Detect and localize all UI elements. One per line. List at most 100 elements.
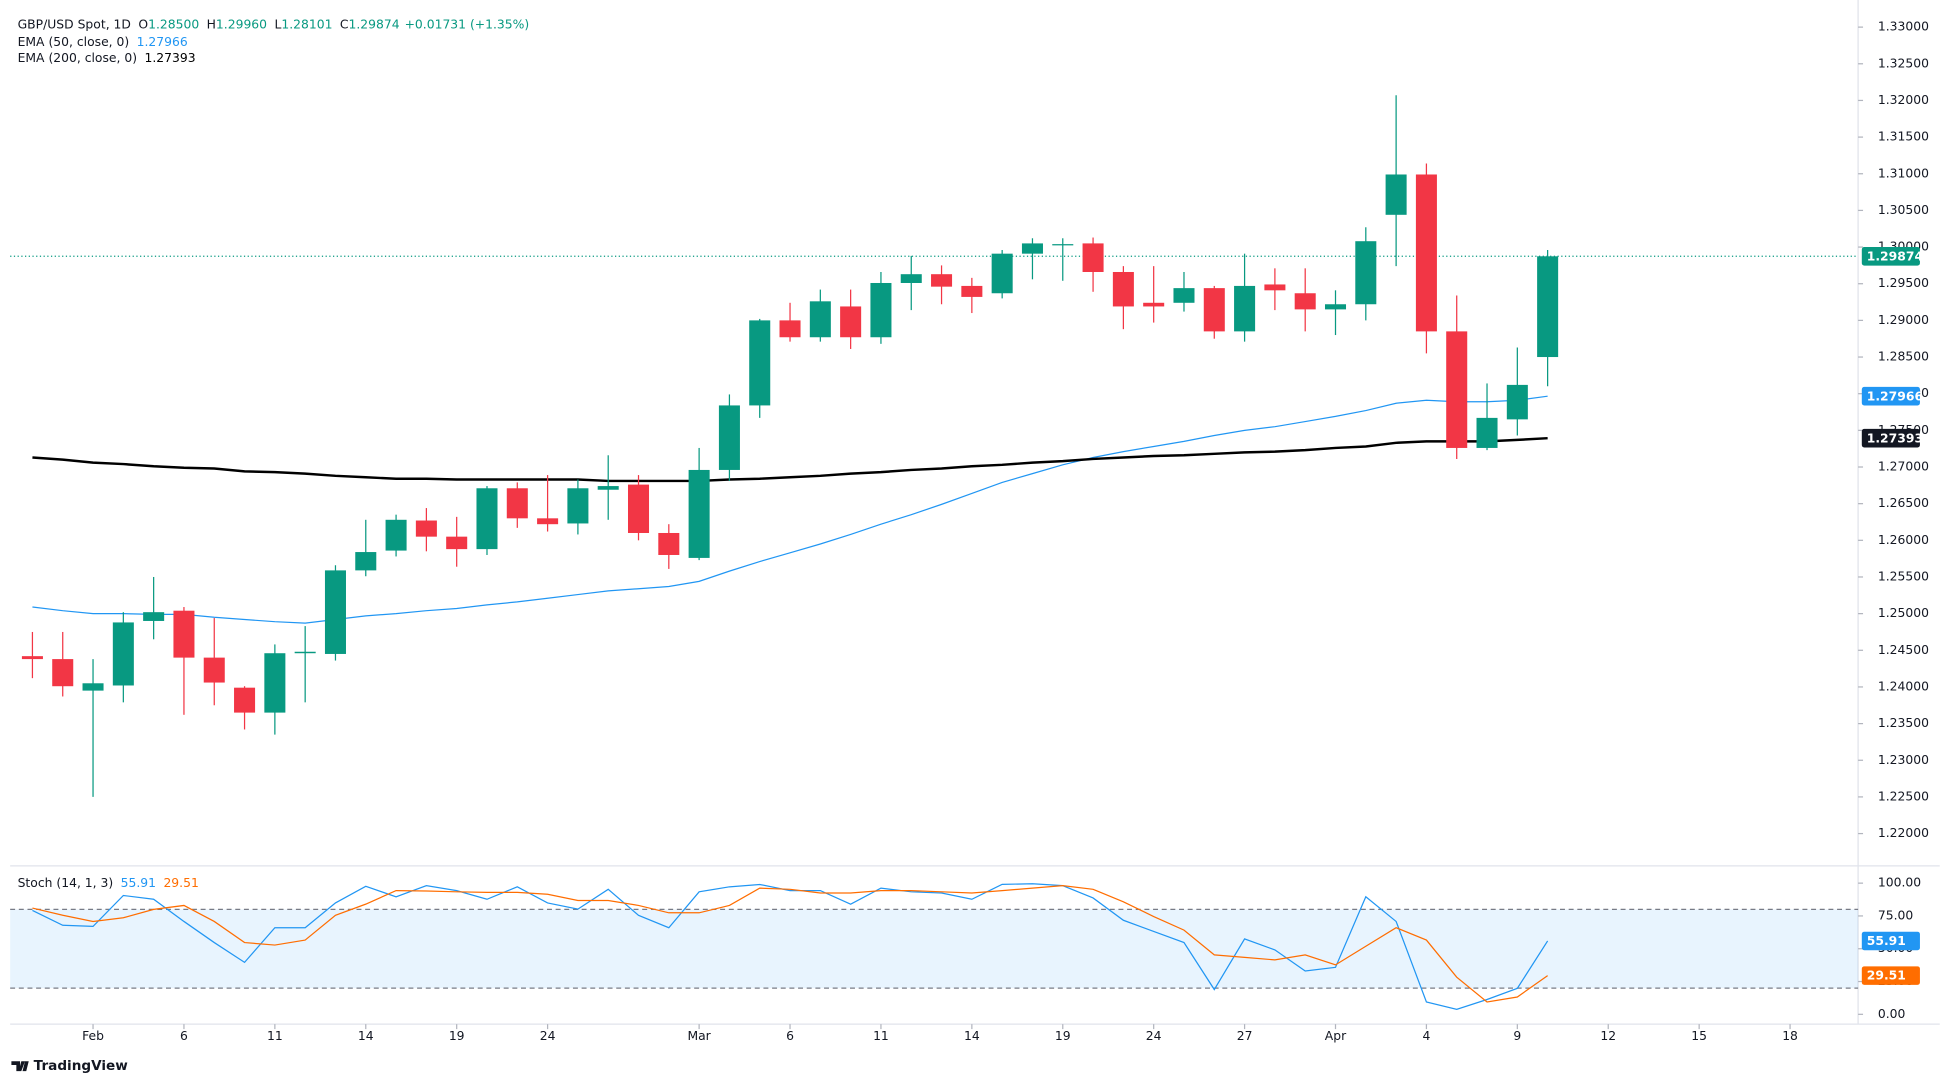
x-tick-label: 19 [449,1029,465,1043]
candle-body [1294,293,1316,310]
last-value-box [1861,247,1920,266]
candle-body [203,657,225,683]
candle-body [1506,384,1528,420]
candle-body [1234,285,1256,332]
legend-row: EMA (200, close, 0) 1.27393 [18,51,196,65]
legend-ohlc-label: L [274,17,281,31]
x-tick-label: 18 [1782,1029,1798,1043]
candle-body [234,687,256,713]
x-tick-label: 6 [180,1029,188,1043]
y-tick-label: 0.00 [1878,1007,1906,1021]
candle-body [779,320,801,338]
legend-row: GBP/USD Spot, 1D O1.28500 H1.29960 L1.28101… [18,17,530,31]
candle-body [355,552,377,571]
candle-body [537,518,559,525]
candle-body [991,253,1013,294]
y-tick-label: 1.22000 [1878,826,1929,840]
legend-name: EMA (200, close, 0) [18,51,138,65]
candle-body [749,320,771,406]
candle-body [840,306,862,338]
legend-ohlc-label: O [138,17,148,31]
last-value-label: 29.51 [1867,969,1906,983]
last-value-box [1861,428,1920,448]
candle-body [1264,284,1286,291]
x-tick-label: 11 [267,1029,283,1043]
candle-body [809,301,831,338]
last-value-box [1861,386,1920,406]
y-tick-label: 1.26000 [1878,533,1929,547]
legend-change: +0.01731 (+1.35%) [405,17,530,31]
candle-body [1203,288,1225,332]
y-tick-label: 1.29500 [1878,276,1929,290]
last-value-label: 1.27966 [1867,389,1923,403]
x-tick-label: Apr [1325,1029,1347,1043]
logo-mark [11,1061,29,1072]
candle-body [1415,174,1437,332]
candle-body [900,274,922,283]
x-tick-label: 4 [1422,1029,1430,1043]
candle-body [1385,174,1407,215]
candle-body [82,683,104,691]
candle-body [385,519,407,551]
candle-body [1021,243,1043,254]
candle-body [597,486,619,490]
candle-body [112,622,134,686]
legend-value: 29.51 [163,876,198,890]
x-tick-label: 14 [358,1029,374,1043]
y-tick-label: 1.23500 [1878,716,1929,730]
y-tick-label: 1.24000 [1878,679,1929,693]
candle-body [1173,288,1195,303]
legend-row: Stoch (14, 1, 3) 55.91 29.51 [18,876,199,890]
candle-body [658,532,680,555]
legend-value: 1.27966 [137,35,188,49]
legend-ohlc-label: C [340,17,349,31]
x-tick-label: 24 [1146,1029,1162,1043]
y-tick-label: 1.25000 [1878,606,1929,620]
y-tick-label: 1.28500 [1878,350,1929,364]
legend-row: EMA (50, close, 0) 1.27966 [18,35,188,49]
candle-body [506,488,528,519]
candle-body [446,536,468,550]
candle-body [931,274,953,287]
y-tick-label: 1.29000 [1878,313,1929,327]
x-tick-label: 27 [1237,1029,1253,1043]
candle-body [718,405,740,470]
y-tick-label: 1.33000 [1878,20,1929,34]
ema-line [32,395,1548,624]
y-tick-label: 1.31000 [1878,166,1929,180]
y-tick-label: 1.25500 [1878,569,1929,583]
last-value-label: 1.27393 [1867,431,1923,445]
candle-body [1355,241,1377,305]
candle-body [52,659,74,687]
legend-ohlc-value: 1.29874 [349,17,400,31]
legend-title: GBP/USD Spot, 1D [18,17,131,31]
candle-body [21,656,43,660]
candle-body [415,520,437,537]
candle-body [1476,417,1498,448]
candle-body [1537,256,1559,358]
candle-body [1052,244,1074,246]
y-tick-label: 1.26500 [1878,496,1929,510]
x-tick-label: 12 [1600,1029,1616,1043]
candle-body [567,488,589,524]
x-tick-label: 19 [1055,1029,1071,1043]
y-tick-label: 1.30500 [1878,203,1929,217]
legend-ohlc-value: 1.29960 [216,17,267,31]
candle-body [870,282,892,338]
x-tick-label: 9 [1513,1029,1521,1043]
candle-body [143,612,165,621]
legend-ohlc-label: H [207,17,216,31]
last-value-box [1861,966,1920,985]
legend-ohlc-value: 1.28101 [281,17,332,31]
branding: TradingView [34,1058,129,1074]
candle-body [173,610,195,658]
x-tick-label: 14 [964,1029,980,1043]
last-value-box [1861,931,1920,951]
x-tick-label: Mar [687,1029,711,1043]
candle-body [1324,304,1347,310]
y-tick-label: 1.23000 [1878,753,1929,767]
logo [11,1061,29,1072]
y-tick-label: 1.32500 [1878,56,1929,70]
